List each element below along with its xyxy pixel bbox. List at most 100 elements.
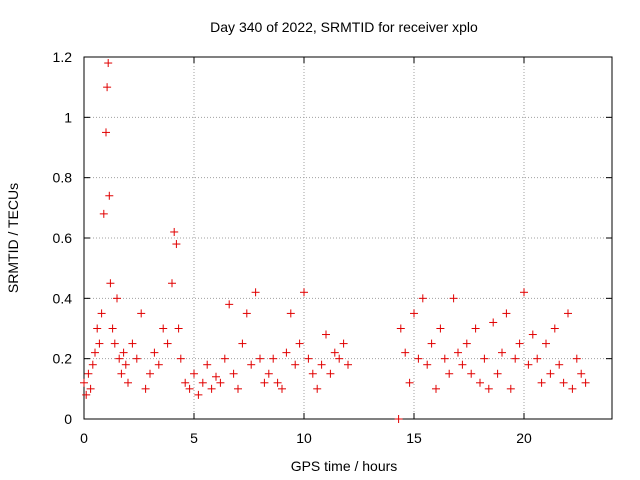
data-point bbox=[467, 369, 476, 378]
data-point bbox=[216, 378, 225, 387]
y-tick-label: 0.2 bbox=[53, 351, 73, 367]
data-point bbox=[82, 390, 91, 399]
data-point bbox=[110, 339, 119, 348]
data-point bbox=[401, 348, 410, 357]
data-point bbox=[410, 309, 418, 318]
data-point bbox=[555, 360, 564, 369]
data-point bbox=[108, 324, 117, 333]
data-point bbox=[95, 339, 104, 348]
y-tick-label: 1 bbox=[64, 109, 72, 125]
data-point bbox=[339, 339, 348, 348]
data-point bbox=[528, 330, 537, 339]
data-point bbox=[242, 309, 251, 318]
data-point bbox=[104, 59, 113, 68]
y-tick-labels: 0 0.2 0.4 0.6 0.8 1 1.2 bbox=[53, 49, 73, 427]
data-point bbox=[97, 309, 106, 318]
data-point bbox=[308, 369, 317, 378]
data-point bbox=[88, 360, 97, 369]
data-point bbox=[493, 369, 502, 378]
data-points bbox=[80, 59, 590, 423]
data-point bbox=[577, 369, 586, 378]
data-point bbox=[423, 360, 432, 369]
data-point bbox=[559, 378, 568, 387]
data-point bbox=[405, 378, 414, 387]
data-point bbox=[568, 384, 577, 393]
data-point bbox=[564, 309, 572, 318]
data-point bbox=[537, 378, 546, 387]
data-point bbox=[247, 360, 256, 369]
data-point bbox=[515, 339, 524, 348]
data-point bbox=[581, 378, 590, 387]
x-tick-label: 0 bbox=[80, 430, 88, 446]
data-point bbox=[550, 324, 559, 333]
data-point bbox=[99, 209, 108, 218]
data-point bbox=[572, 354, 581, 363]
y-tick-label: 0.8 bbox=[53, 170, 73, 186]
data-point bbox=[394, 415, 403, 423]
chart-title: Day 340 of 2022, SRMTID for receiver xpl… bbox=[210, 19, 478, 35]
x-tick-labels: 0 5 10 15 20 bbox=[80, 430, 532, 446]
data-point bbox=[396, 324, 405, 333]
data-point bbox=[295, 339, 304, 348]
y-tick-label: 0.4 bbox=[53, 290, 73, 306]
data-point bbox=[476, 378, 484, 387]
data-point bbox=[91, 348, 99, 357]
data-point bbox=[546, 369, 555, 378]
data-point bbox=[278, 384, 286, 393]
data-point bbox=[520, 288, 528, 297]
data-point bbox=[84, 369, 93, 378]
data-point bbox=[203, 360, 212, 369]
y-tick-label: 0 bbox=[64, 411, 72, 427]
data-point bbox=[304, 354, 313, 363]
data-point bbox=[317, 360, 326, 369]
data-point bbox=[335, 354, 344, 363]
data-point bbox=[80, 378, 88, 387]
data-point bbox=[181, 378, 190, 387]
data-point bbox=[124, 378, 132, 387]
data-point bbox=[198, 378, 207, 387]
data-point bbox=[225, 300, 234, 309]
data-point bbox=[291, 360, 300, 369]
data-point bbox=[484, 384, 493, 393]
data-point bbox=[300, 288, 308, 297]
data-point bbox=[326, 369, 335, 378]
data-point bbox=[146, 369, 154, 378]
data-point bbox=[141, 384, 150, 393]
data-point bbox=[524, 360, 533, 369]
data-point bbox=[117, 369, 126, 378]
data-point bbox=[511, 354, 520, 363]
data-point bbox=[454, 348, 462, 357]
data-point bbox=[86, 384, 95, 393]
x-axis-title: GPS time / hours bbox=[291, 458, 398, 474]
data-point bbox=[234, 384, 242, 393]
data-point bbox=[154, 360, 163, 369]
axis-ticks bbox=[83, 56, 612, 420]
data-point bbox=[542, 339, 550, 348]
data-point bbox=[322, 330, 330, 339]
data-point bbox=[128, 339, 137, 348]
data-point bbox=[212, 372, 220, 381]
data-point bbox=[260, 378, 269, 387]
grid bbox=[84, 57, 612, 419]
data-point bbox=[105, 191, 114, 200]
data-point bbox=[436, 324, 445, 333]
y-tick-label: 0.6 bbox=[53, 230, 73, 246]
data-point bbox=[121, 360, 130, 369]
data-point bbox=[194, 390, 203, 399]
data-point bbox=[168, 279, 176, 288]
data-point bbox=[458, 360, 467, 369]
data-point bbox=[251, 288, 260, 297]
data-point bbox=[440, 354, 449, 363]
data-point bbox=[93, 324, 102, 333]
data-point bbox=[480, 354, 489, 363]
data-point bbox=[119, 348, 128, 357]
data-point bbox=[159, 324, 168, 333]
data-point bbox=[445, 369, 454, 378]
data-point bbox=[282, 348, 291, 357]
data-point bbox=[330, 348, 339, 357]
data-point bbox=[273, 378, 282, 387]
data-point bbox=[163, 339, 172, 348]
data-point bbox=[132, 354, 141, 363]
y-axis-title: SRMTID / TECUs bbox=[5, 183, 21, 293]
